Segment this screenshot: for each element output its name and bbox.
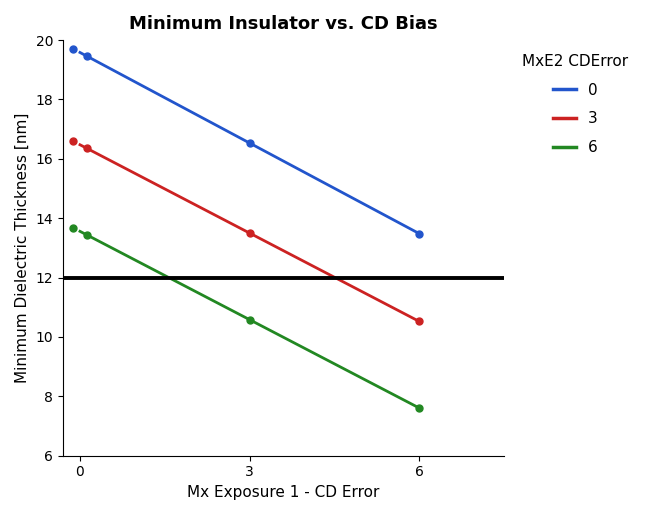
Legend: 0, 3, 6: 0, 3, 6 — [516, 48, 634, 161]
X-axis label: Mx Exposure 1 - CD Error: Mx Exposure 1 - CD Error — [187, 485, 380, 500]
Title: Minimum Insulator vs. CD Bias: Minimum Insulator vs. CD Bias — [129, 15, 438, 33]
Y-axis label: Minimum Dielectric Thickness [nm]: Minimum Dielectric Thickness [nm] — [15, 113, 30, 383]
